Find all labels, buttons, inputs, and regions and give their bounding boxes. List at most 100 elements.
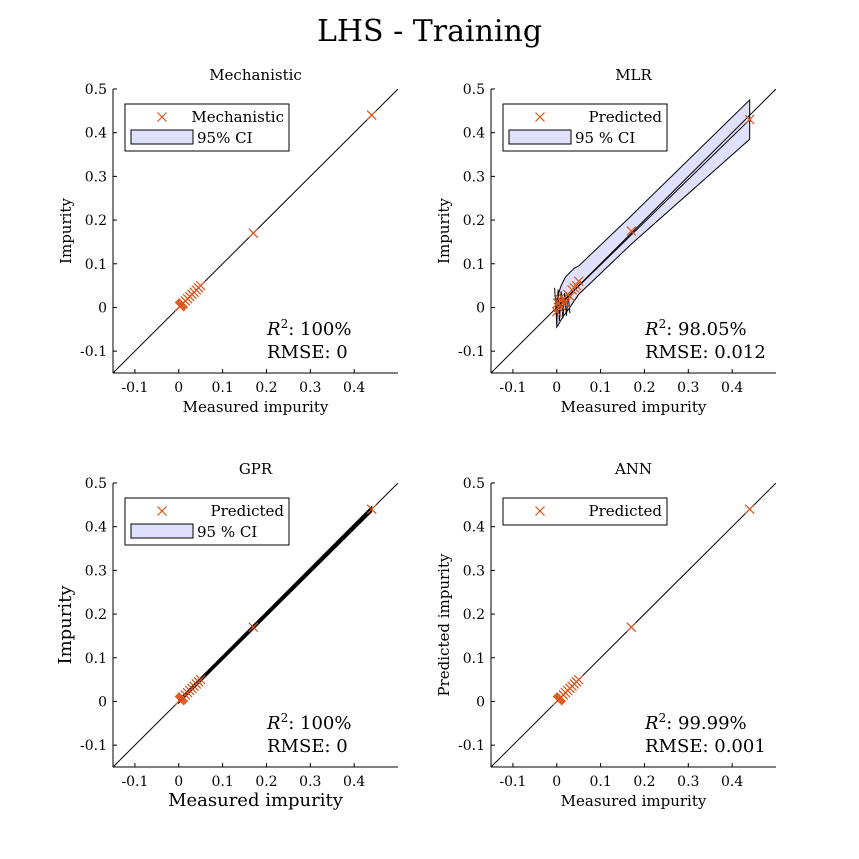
y-tick-label: 0 — [476, 300, 485, 316]
r2-value: : 98.05% — [666, 319, 746, 340]
x-tick-label: 0.2 — [633, 774, 655, 790]
x-tick-label: 0.1 — [211, 380, 233, 396]
y-tick-label: 0.2 — [463, 607, 485, 623]
y-tick-label: 0.4 — [85, 520, 107, 536]
data-point — [248, 622, 259, 633]
data-point — [195, 280, 206, 291]
data-point — [744, 504, 755, 515]
legend: Predicted 95 % CI — [502, 103, 668, 152]
x-axis-label: Measured impurity — [183, 398, 329, 416]
legend-label: Predicted — [211, 502, 285, 520]
x-tick-label: 0.2 — [255, 380, 277, 396]
x-tick-label: 0.4 — [721, 380, 743, 396]
x-tick-label: 0.4 — [343, 380, 365, 396]
y-tick-label: 0.1 — [463, 651, 485, 667]
legend-label: 95 % CI — [575, 129, 635, 147]
panel-2: -0.1 0 0.1 0.2 0.3 0.4 -0.1 0 0.1 0.2 0.3 0.4 0.5 MLR… — [435, 66, 776, 416]
r2-value: : 99.99% — [666, 713, 746, 734]
r2-value: : 100% — [288, 319, 351, 340]
x-tick-label: 0.3 — [299, 774, 321, 790]
rmse-annotation: RMSE: 0.001 — [645, 736, 766, 757]
y-tick-label: 0 — [476, 694, 485, 710]
x-axis-label: Measured impurity — [561, 792, 707, 810]
r2-value: : 100% — [288, 713, 351, 734]
data-point — [366, 110, 377, 121]
y-tick-label: -0.1 — [458, 344, 485, 360]
x-tick-label: 0.2 — [633, 380, 655, 396]
legend-label: Mechanistic — [191, 108, 284, 126]
r2-superscript: 2 — [281, 711, 289, 725]
y-tick-label: 0.2 — [85, 213, 107, 229]
data-point — [564, 291, 575, 302]
y-tick-label: 0 — [98, 300, 107, 316]
figure-title: LHS - Training — [316, 14, 543, 49]
plot-area — [491, 89, 776, 373]
y-tick-label: 0.2 — [85, 607, 107, 623]
legend-label: 95 % CI — [197, 523, 257, 541]
data-point — [248, 228, 259, 239]
legend-ci-swatch — [130, 523, 194, 539]
plot-area — [491, 483, 776, 767]
panel-title: Mechanistic — [209, 66, 302, 84]
x-tick-label: 0 — [552, 774, 561, 790]
r2-annotation: R2: 99.99% — [644, 711, 747, 734]
r2-symbol: R — [644, 713, 659, 734]
y-tick-label: 0.5 — [463, 476, 485, 492]
y-tick-label: 0.3 — [463, 169, 485, 185]
y-tick-label: -0.1 — [458, 738, 485, 754]
legend-ci-swatch — [130, 129, 194, 145]
x-axis-label: Measured impurity — [561, 398, 707, 416]
legend-label: Predicted — [589, 108, 663, 126]
x-tick-label: 0 — [174, 380, 183, 396]
data-point — [366, 504, 377, 515]
legend: Predicted 95 % CI — [124, 497, 290, 546]
x-tick-label: 0.4 — [721, 774, 743, 790]
y-axis-label: Impurity — [435, 198, 453, 264]
legend-ci-swatch — [508, 129, 572, 145]
y-tick-label: 0.4 — [463, 126, 485, 142]
x-tick-label: 0.4 — [343, 774, 365, 790]
panel-title: GPR — [239, 460, 273, 478]
x-tick-label: -0.1 — [121, 380, 148, 396]
fit-line — [556, 119, 751, 308]
r2-symbol: R — [266, 319, 281, 340]
x-tick-label: -0.1 — [121, 774, 148, 790]
y-tick-label: 0.3 — [463, 563, 485, 579]
data-point — [626, 226, 637, 236]
x-tick-label: 0.3 — [677, 380, 699, 396]
legend: Predicted — [502, 497, 668, 526]
y-tick-label: 0.1 — [85, 651, 107, 667]
legend-marker-icon — [157, 506, 167, 516]
x-tick-label: 0 — [174, 774, 183, 790]
y-tick-label: -0.1 — [80, 344, 107, 360]
panel-4: -0.1 0 0.1 0.2 0.3 0.4 -0.1 0 0.1 0.2 0.3 0.4 0.5 ANN… — [435, 460, 776, 810]
y-axis-label: Predicted impurity — [435, 553, 453, 696]
x-tick-label: 0.1 — [211, 774, 233, 790]
legend-marker-icon — [157, 112, 167, 122]
y-axis-label: Impurity — [57, 198, 75, 264]
x-tick-label: 0.1 — [589, 774, 611, 790]
data-point — [573, 276, 584, 287]
y-tick-label: -0.1 — [80, 738, 107, 754]
data-point — [626, 622, 637, 633]
rmse-annotation: RMSE: 0 — [267, 736, 348, 757]
x-tick-label: -0.1 — [499, 380, 526, 396]
legend-marker-icon — [535, 506, 545, 516]
x-tick-label: 0.3 — [677, 774, 699, 790]
r2-annotation: R2: 100% — [266, 711, 351, 734]
y-tick-label: 0.1 — [85, 257, 107, 273]
y-tick-label: 0.5 — [85, 82, 107, 98]
x-tick-label: 0.1 — [589, 380, 611, 396]
y-tick-label: 0.5 — [85, 476, 107, 492]
rmse-annotation: RMSE: 0 — [267, 342, 348, 363]
r2-symbol: R — [266, 713, 281, 734]
y-tick-label: 0.4 — [463, 520, 485, 536]
plot-area — [113, 89, 398, 373]
r2-annotation: R2: 100% — [266, 317, 351, 340]
legend-box — [502, 497, 668, 526]
y-tick-label: 0 — [98, 694, 107, 710]
r2-symbol: R — [644, 319, 659, 340]
plot-area — [113, 483, 398, 767]
x-tick-label: 0 — [552, 380, 561, 396]
y-tick-label: 0.3 — [85, 563, 107, 579]
